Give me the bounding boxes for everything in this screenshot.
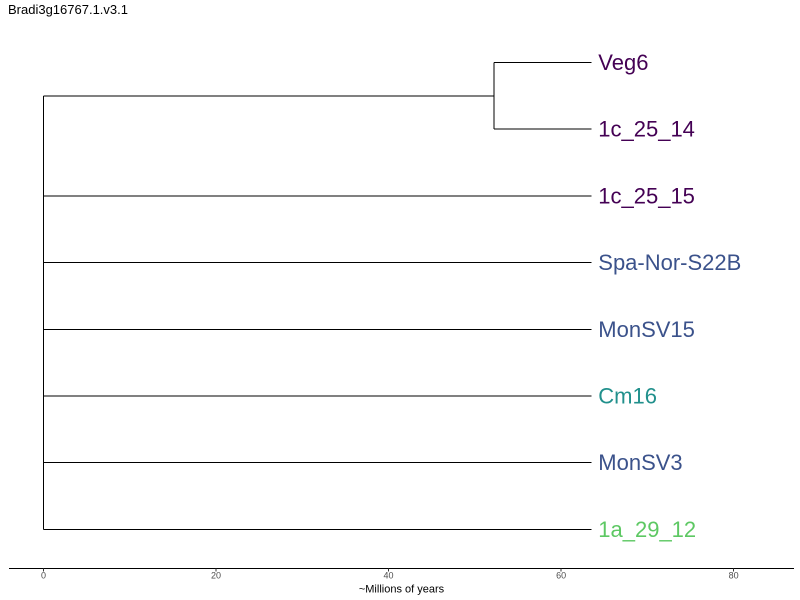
leaf-label: Cm16 bbox=[598, 384, 657, 409]
leaf-label: Spa-Nor-S22B bbox=[598, 250, 741, 275]
leaf-label: MonSV3 bbox=[598, 450, 682, 475]
leaf-label: 1a_29_12 bbox=[598, 517, 696, 542]
x-tick-label: 60 bbox=[556, 571, 566, 581]
tree-branches bbox=[43, 62, 592, 530]
leaf-label: MonSV15 bbox=[598, 317, 695, 342]
leaf-label: 1c_25_15 bbox=[598, 183, 695, 208]
x-tick-label: 20 bbox=[211, 571, 221, 581]
x-axis-title: ~Millions of years bbox=[359, 584, 445, 596]
leaf-label: 1c_25_14 bbox=[598, 117, 695, 142]
x-tick-label: 0 bbox=[41, 571, 46, 581]
x-axis: 0 20 40 60 80 ~Millions of years bbox=[9, 568, 794, 596]
tree-title: Bradi3g16767.1.v3.1 bbox=[8, 2, 128, 17]
leaf-labels: Veg6 1c_25_14 1c_25_15 Spa-Nor-S22B MonSV15 C… bbox=[598, 50, 741, 542]
x-tick-label: 40 bbox=[384, 571, 394, 581]
leaf-label: Veg6 bbox=[598, 50, 648, 75]
x-tick-label: 80 bbox=[729, 571, 739, 581]
